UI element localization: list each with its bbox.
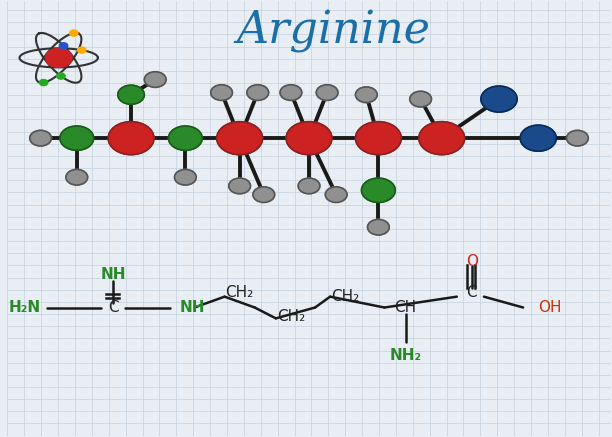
Circle shape [144,72,166,87]
Circle shape [168,126,202,150]
Text: NH: NH [179,300,205,315]
Circle shape [368,219,389,235]
Circle shape [253,187,275,202]
Text: O: O [466,254,478,270]
Circle shape [39,80,48,86]
Text: CH₂: CH₂ [331,289,359,304]
Circle shape [481,86,517,112]
Circle shape [217,121,263,155]
Text: NH: NH [100,267,125,282]
Circle shape [211,85,233,101]
Circle shape [280,85,302,101]
Circle shape [410,91,431,107]
Circle shape [316,85,338,101]
Circle shape [326,187,347,202]
Circle shape [45,48,72,67]
Circle shape [59,43,68,49]
Circle shape [118,85,144,104]
Circle shape [30,130,51,146]
Circle shape [520,125,556,151]
Circle shape [419,121,465,155]
Text: C: C [108,300,118,315]
Circle shape [66,170,88,185]
Circle shape [356,121,401,155]
Circle shape [286,121,332,155]
Circle shape [78,47,86,53]
Circle shape [57,73,65,79]
Text: CH: CH [395,300,417,315]
Circle shape [247,85,269,101]
Circle shape [229,178,250,194]
Circle shape [174,170,196,185]
Circle shape [567,130,588,146]
Circle shape [108,121,154,155]
Text: H₂N: H₂N [9,300,40,315]
Text: NH₂: NH₂ [389,348,422,363]
Text: CH₂: CH₂ [226,285,254,300]
Circle shape [60,126,94,150]
Text: Arginine: Arginine [236,10,430,53]
Circle shape [70,30,78,36]
Text: CH₂: CH₂ [277,309,305,324]
Circle shape [362,178,395,202]
Circle shape [298,178,320,194]
Text: C: C [466,285,477,300]
Text: OH: OH [538,300,562,315]
Circle shape [356,87,377,103]
